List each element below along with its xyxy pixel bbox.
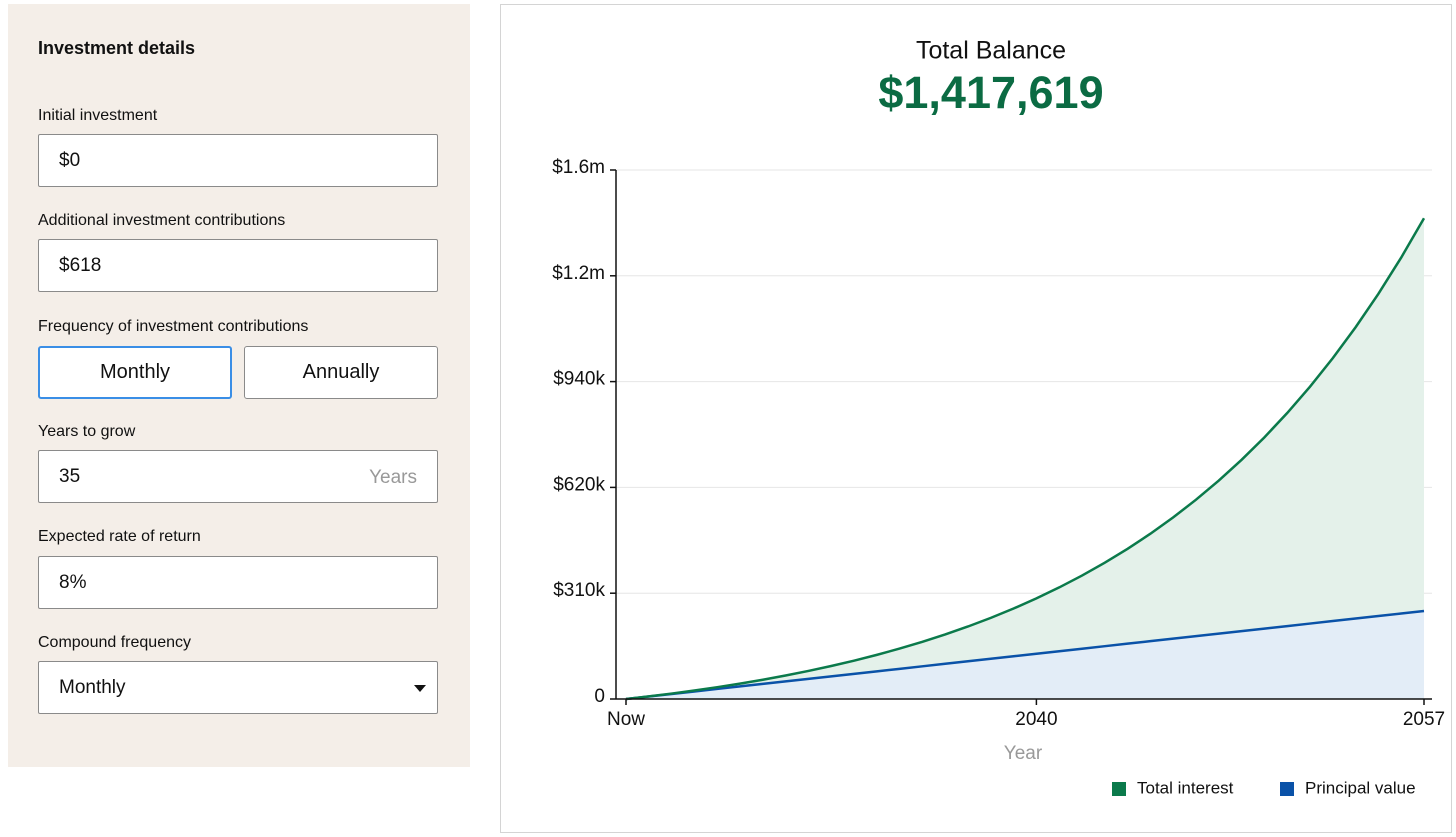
text-input[interactable]: 8% [38, 556, 438, 609]
line [625, 217, 1426, 701]
input-value: 8% [59, 572, 87, 593]
input-panel: Investment details Initial investment $0… [8, 4, 470, 767]
x-tick-label: Now [607, 709, 645, 730]
y-tick-label: $310k [553, 580, 605, 601]
chart-panel [500, 4, 1452, 833]
field-label: Additional investment contributions [38, 212, 286, 229]
input-value: $618 [59, 255, 102, 276]
field-label: Compound frequency [38, 634, 191, 651]
legend-swatch [1112, 782, 1126, 796]
input-suffix: Years [369, 467, 417, 488]
legend-label: Principal value [1305, 778, 1416, 797]
legend-swatch [1280, 782, 1294, 796]
line [625, 609, 1425, 701]
input-value: 35 [59, 466, 81, 487]
y-tick-label: $940k [553, 369, 605, 390]
field-label: Expected rate of return [38, 528, 201, 545]
total-balance: $1,417,619 [878, 67, 1103, 118]
y-tick-label: 0 [594, 686, 605, 707]
field-label: Frequency of investment contributions [38, 318, 309, 335]
panel-title: Investment details [38, 38, 196, 58]
legend-label: Total interest [1137, 778, 1234, 797]
input-value: $0 [59, 150, 81, 171]
option-button[interactable]: Monthly [38, 346, 232, 399]
x-tick-label: 2040 [1015, 709, 1057, 730]
y-tick-label: $620k [553, 474, 605, 495]
text-input[interactable]: $618 [38, 239, 438, 292]
dropdown[interactable]: Monthly [38, 661, 438, 714]
dropdown-arrow [414, 685, 426, 692]
y-tick-label: $1.2m [552, 263, 605, 284]
text-input[interactable]: $0 [38, 134, 438, 187]
y-tick-label: $1.6m [552, 157, 605, 178]
area [626, 218, 1424, 699]
option-button[interactable]: Annually [244, 346, 438, 399]
field-label: Initial investment [38, 107, 158, 124]
chart-title: Total Balance [916, 37, 1066, 65]
x-tick-label: 2057 [1403, 709, 1445, 730]
text-input[interactable]: 35 Years [38, 450, 438, 503]
x-axis-label: Year [1004, 743, 1043, 764]
dropdown-value: Monthly [59, 677, 126, 698]
field-label: Years to grow [38, 423, 136, 440]
